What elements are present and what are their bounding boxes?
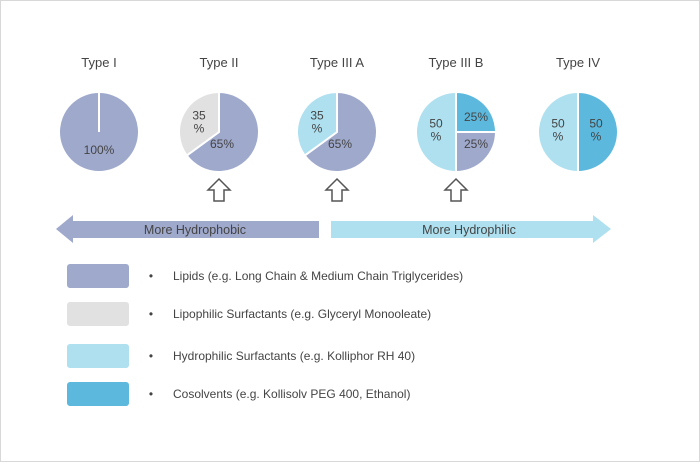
pie-slice (296, 91, 338, 157)
legend-bullet: • (149, 349, 153, 363)
legend-swatch (67, 302, 129, 326)
pie-slice (455, 91, 497, 133)
pie-slice (178, 91, 220, 157)
legend-swatch (67, 264, 129, 288)
pie-title: Type III B (429, 55, 484, 70)
pie-slice (577, 91, 619, 173)
pie-title: Type I (81, 55, 116, 70)
pie-slice (303, 91, 378, 173)
hydrophobic-label: More Hydrophobic (144, 223, 246, 237)
pie-slice-label: 50% (429, 117, 443, 144)
pie-slice-label: 50% (589, 117, 603, 144)
pie-slice-label: 25% (464, 110, 488, 124)
pie-slice (455, 131, 497, 173)
up-arrow-icon (324, 177, 350, 202)
pie-slice (537, 91, 579, 173)
pie-slice-label: 65% (328, 137, 352, 151)
pie-title: Type IV (556, 55, 600, 70)
legend-bullet: • (149, 387, 153, 401)
legend-item-text: Lipids (e.g. Long Chain & Medium Chain T… (173, 269, 463, 283)
pie-slice-label: 65% (210, 137, 234, 151)
pie-chart (415, 91, 497, 173)
legend-bullet: • (149, 307, 153, 321)
up-arrow-icon (443, 177, 469, 202)
legend-item-text: Lipophilic Surfactants (e.g. Glyceryl Mo… (173, 307, 431, 321)
pie-chart (296, 91, 378, 173)
pie-slice-label: 50% (551, 117, 565, 144)
pie-title: Type II (199, 55, 238, 70)
hydrophilic-label: More Hydrophilic (422, 223, 516, 237)
pie-slice (415, 91, 457, 173)
pie-chart (178, 91, 260, 173)
pie-chart (537, 91, 619, 173)
legend-item-text: Cosolvents (e.g. Kollisolv PEG 400, Etha… (173, 387, 410, 401)
pie-title: Type III A (310, 55, 365, 70)
pie-slice (185, 91, 260, 173)
pie-slice-label: 25% (464, 137, 488, 151)
pie-slice-label: 35% (310, 109, 324, 136)
hydrophilic-arrow (331, 215, 611, 243)
hydrophobic-arrow (56, 215, 319, 243)
pie-chart (58, 91, 140, 173)
pie-slice-label: 100% (84, 143, 115, 157)
up-arrow-icon (206, 177, 232, 202)
legend-item-text: Hydrophilic Surfactants (e.g. Kolliphor … (173, 349, 415, 363)
legend-swatch (67, 382, 129, 406)
legend-swatch (67, 344, 129, 368)
pie-slice-label: 35% (192, 109, 206, 136)
legend-bullet: • (149, 269, 153, 283)
